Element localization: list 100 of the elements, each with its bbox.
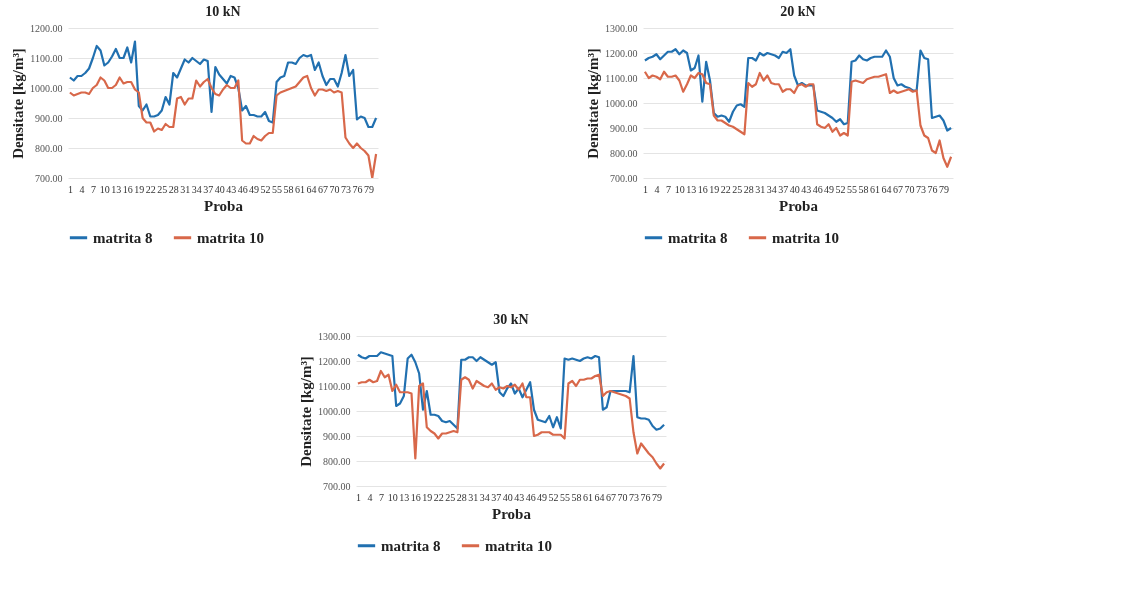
line-series <box>356 369 666 470</box>
x-tick-label: 37 <box>203 183 214 195</box>
x-axis-title: Proba <box>492 505 532 522</box>
x-tick-label: 61 <box>295 183 306 195</box>
x-tick-label: 4 <box>367 491 373 503</box>
x-tick-label: 67 <box>893 183 904 195</box>
x-tick-label: 55 <box>560 491 571 503</box>
line-series <box>643 70 953 168</box>
x-tick-label: 67 <box>318 183 329 195</box>
x-tick-label: 79 <box>363 183 374 195</box>
x-tick-label: 64 <box>594 491 605 503</box>
x-tick-label: 4 <box>654 183 660 195</box>
y-tick-label: 800.00 <box>35 142 63 154</box>
y-axis-title: Densitate [kg/m³] <box>298 356 314 467</box>
x-tick-label: 19 <box>134 183 145 195</box>
x-tick-label: 28 <box>168 183 179 195</box>
x-tick-label: 46 <box>812 183 823 195</box>
x-tick-label: 58 <box>858 183 869 195</box>
x-tick-label: 46 <box>525 491 536 503</box>
x-tick-label: 73 <box>628 491 639 503</box>
y-tick-label: 1100.00 <box>605 72 638 84</box>
x-tick-label: 7 <box>378 491 384 503</box>
x-tick-label: 25 <box>732 183 743 195</box>
x-tick-label: 73 <box>915 183 926 195</box>
x-tick-label: 61 <box>583 491 594 503</box>
x-tick-label: 76 <box>352 183 363 195</box>
line-series <box>68 74 378 178</box>
x-tick-label: 55 <box>272 183 283 195</box>
legend-label: matrita 8 <box>381 537 441 554</box>
x-tick-label: 52 <box>260 183 271 195</box>
x-tick-label: 1 <box>642 183 648 195</box>
y-tick-label: 1200.00 <box>605 47 638 59</box>
x-tick-label: 64 <box>881 183 892 195</box>
x-axis-title: Proba <box>779 197 819 214</box>
x-tick-label: 7 <box>665 183 671 195</box>
x-axis-title: Proba <box>204 197 244 214</box>
x-tick-label: 49 <box>249 183 260 195</box>
x-tick-label: 4 <box>79 183 85 195</box>
x-tick-label: 76 <box>640 491 651 503</box>
x-tick-label: 16 <box>410 491 421 503</box>
y-tick-label: 1000.00 <box>318 405 351 417</box>
x-tick-label: 31 <box>468 491 479 503</box>
x-tick-label: 43 <box>514 491 525 503</box>
x-tick-label: 25 <box>445 491 456 503</box>
y-tick-label: 900.00 <box>35 112 63 124</box>
x-tick-label: 64 <box>306 183 317 195</box>
x-tick-label: 25 <box>157 183 168 195</box>
x-tick-label: 46 <box>237 183 248 195</box>
x-tick-label: 37 <box>491 491 502 503</box>
x-tick-label: 31 <box>755 183 766 195</box>
y-axis-title: Densitate [kg/m³] <box>10 48 26 159</box>
x-tick-label: 55 <box>847 183 858 195</box>
x-tick-label: 61 <box>870 183 881 195</box>
x-tick-label: 40 <box>502 491 513 503</box>
x-tick-label: 79 <box>651 491 662 503</box>
x-tick-label: 70 <box>904 183 915 195</box>
chart-title: 20 kN <box>780 4 816 19</box>
x-tick-label: 49 <box>537 491 548 503</box>
x-tick-label: 34 <box>479 491 490 503</box>
x-tick-label: 43 <box>801 183 812 195</box>
line-series <box>356 351 666 431</box>
x-tick-label: 58 <box>283 183 294 195</box>
x-tick-label: 10 <box>674 183 685 195</box>
y-tick-label: 700.00 <box>610 172 638 184</box>
x-tick-label: 67 <box>606 491 617 503</box>
x-tick-label: 28 <box>743 183 754 195</box>
x-tick-label: 79 <box>938 183 949 195</box>
x-tick-label: 10 <box>387 491 398 503</box>
y-tick-label: 1100.00 <box>30 52 63 64</box>
x-tick-label: 22 <box>145 183 156 195</box>
line-series <box>68 40 378 129</box>
x-tick-label: 16 <box>697 183 708 195</box>
x-tick-label: 1 <box>355 491 361 503</box>
chart-title: 10 kN <box>205 4 241 19</box>
y-tick-label: 1000.00 <box>30 82 63 94</box>
y-tick-label: 1000.00 <box>605 97 638 109</box>
y-tick-label: 1200.00 <box>318 355 351 367</box>
y-tick-label: 700.00 <box>35 172 63 184</box>
legend-label: matrita 10 <box>772 229 840 246</box>
line-series <box>643 48 953 132</box>
x-tick-label: 19 <box>709 183 720 195</box>
x-tick-label: 31 <box>180 183 191 195</box>
x-tick-label: 40 <box>214 183 225 195</box>
x-tick-label: 13 <box>686 183 697 195</box>
y-tick-label: 800.00 <box>610 147 638 159</box>
y-tick-label: 1200.00 <box>30 22 63 34</box>
legend-label: matrita 8 <box>668 229 728 246</box>
x-tick-label: 16 <box>122 183 133 195</box>
x-tick-label: 70 <box>617 491 628 503</box>
x-tick-label: 28 <box>456 491 467 503</box>
legend-label: matrita 10 <box>197 229 265 246</box>
x-tick-label: 34 <box>766 183 777 195</box>
y-tick-label: 1100.00 <box>318 380 351 392</box>
x-tick-label: 37 <box>778 183 789 195</box>
x-tick-label: 58 <box>571 491 582 503</box>
x-tick-label: 34 <box>191 183 202 195</box>
y-tick-label: 700.00 <box>323 480 351 492</box>
y-tick-label: 1300.00 <box>605 22 638 34</box>
x-tick-label: 40 <box>789 183 800 195</box>
x-tick-label: 22 <box>720 183 731 195</box>
